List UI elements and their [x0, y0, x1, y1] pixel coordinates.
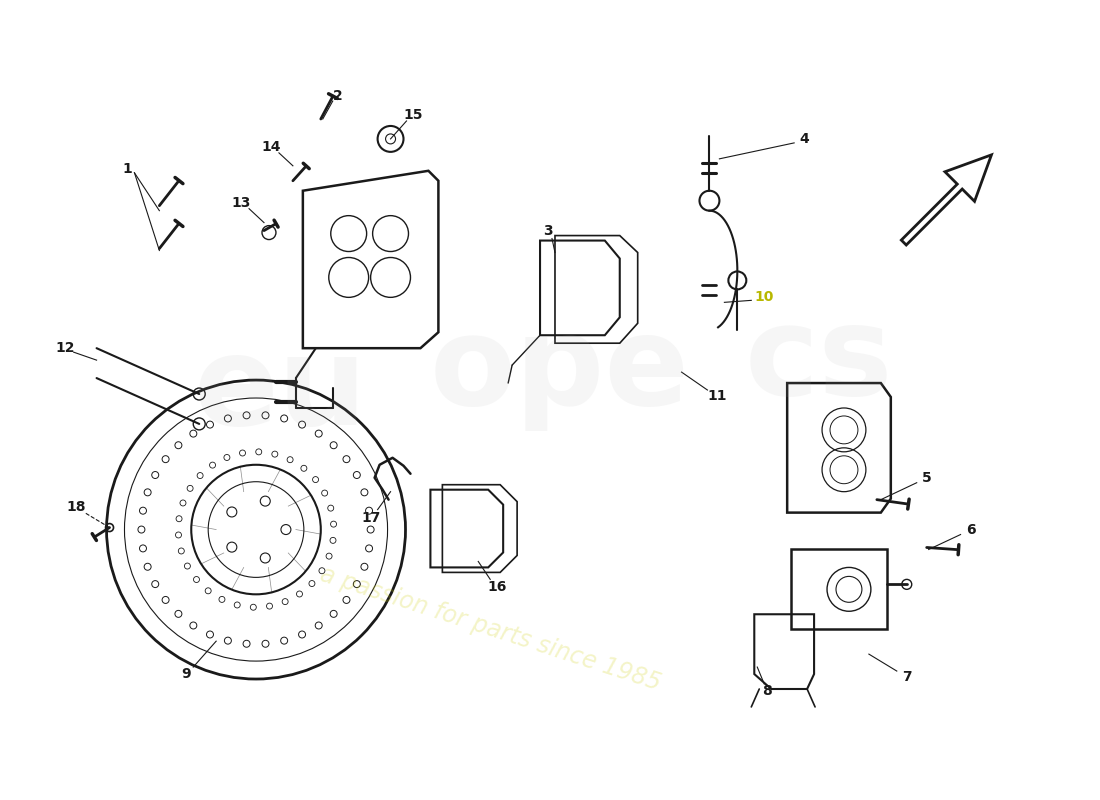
- Text: eu: eu: [194, 330, 367, 450]
- Text: ope: ope: [430, 310, 690, 430]
- Text: 13: 13: [231, 196, 251, 210]
- Text: 5: 5: [922, 470, 932, 485]
- Text: 14: 14: [261, 140, 280, 154]
- Text: 10: 10: [755, 290, 774, 304]
- Text: 17: 17: [361, 510, 381, 525]
- Text: cs: cs: [745, 300, 893, 421]
- Text: a passion for parts since 1985: a passion for parts since 1985: [317, 562, 663, 696]
- Text: 8: 8: [762, 684, 772, 698]
- Text: 18: 18: [67, 500, 87, 514]
- Text: 12: 12: [55, 341, 75, 355]
- Text: 9: 9: [182, 667, 191, 681]
- Text: 6: 6: [966, 522, 976, 537]
- Text: 4: 4: [800, 132, 808, 146]
- Text: 1: 1: [122, 162, 132, 176]
- Text: 3: 3: [543, 223, 553, 238]
- Text: 7: 7: [902, 670, 912, 684]
- Text: 2: 2: [333, 89, 342, 103]
- Text: 16: 16: [487, 580, 507, 594]
- Text: 15: 15: [404, 108, 424, 122]
- Text: 11: 11: [707, 389, 727, 403]
